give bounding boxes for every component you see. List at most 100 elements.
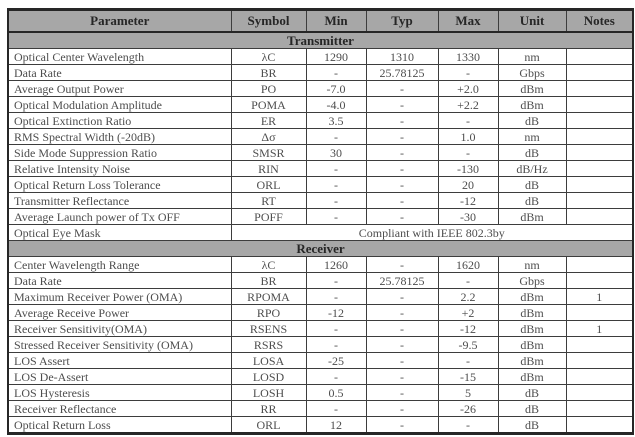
cell-symbol: RIN [230, 160, 307, 177]
table-row: LOS De-Assert LOSD - - -15 dBm [7, 368, 634, 385]
cell-typ: - [365, 96, 439, 113]
cell-typ: - [365, 304, 439, 321]
cell-symbol: SMSR [230, 144, 307, 161]
cell-symbol: BR [230, 272, 307, 289]
table-row: Center Wavelength Range λC 1260-1620 nm [7, 256, 634, 273]
cell-max: - [437, 144, 499, 161]
cell-symbol: RPOMA [230, 288, 307, 305]
cell-max: +2 [437, 304, 499, 321]
cell-symbol: Δσ [230, 128, 307, 145]
cell-unit: dBm [497, 208, 567, 225]
cell-parameter: LOS Assert [7, 352, 232, 369]
cell-min: - [305, 320, 367, 337]
cell-max: 1330 [437, 48, 499, 65]
cell-max: -9.5 [437, 336, 499, 353]
cell-notes [565, 416, 634, 434]
cell-unit: Gbps [497, 272, 567, 289]
cell-min: - [305, 160, 367, 177]
cell-notes [565, 352, 634, 369]
cell-unit: dB [497, 416, 567, 434]
cell-min: 12 [305, 416, 367, 434]
cell-typ: - [365, 288, 439, 305]
cell-notes [565, 144, 634, 161]
table-row: Optical Modulation Amplitude POMA -4.0- +2.… [7, 96, 634, 113]
cell-symbol: RR [230, 400, 307, 417]
cell-unit: dB [497, 192, 567, 209]
cell-notes [565, 272, 634, 289]
cell-symbol: ORL [230, 416, 307, 434]
cell-min: - [305, 288, 367, 305]
table-row: LOS Assert LOSA -25- - dBm [7, 352, 634, 369]
cell-notes [565, 256, 634, 273]
cell-max: 1620 [437, 256, 499, 273]
cell-symbol: RPO [230, 304, 307, 321]
cell-typ: - [365, 128, 439, 145]
spec-table: Parameter Symbol Min Typ Max Unit Notes Transm… [7, 8, 634, 435]
cell-typ: - [365, 352, 439, 369]
cell-max: 5 [437, 384, 499, 401]
cell-unit: dBm [497, 320, 567, 337]
cell-typ: - [365, 400, 439, 417]
cell-typ: - [365, 160, 439, 177]
cell-max: -26 [437, 400, 499, 417]
cell-max: 1.0 [437, 128, 499, 145]
cell-parameter: Average Output Power [7, 80, 232, 97]
cell-symbol: POFF [230, 208, 307, 225]
cell-parameter: Optical Return Loss [7, 416, 232, 434]
table-row: Receiver Sensitivity(OMA) RSENS - - -12 dBm 1 [7, 320, 634, 337]
cell-parameter: Receiver Sensitivity(OMA) [7, 320, 232, 337]
cell-max: -30 [437, 208, 499, 225]
cell-notes [565, 160, 634, 177]
table-row: LOS Hysteresis LOSH 0.5-5 dB [7, 384, 634, 401]
cell-notes [565, 304, 634, 321]
cell-min: 30 [305, 144, 367, 161]
cell-parameter: Data Rate [7, 64, 232, 81]
cell-typ: - [365, 112, 439, 129]
cell-max: 2.2 [437, 288, 499, 305]
cell-parameter: Optical Extinction Ratio [7, 112, 232, 129]
column-header-max: Max [437, 9, 499, 33]
table-row: Data Rate BR -25.78125- Gbps [7, 64, 634, 81]
cell-symbol: ORL [230, 176, 307, 193]
cell-unit: dB [497, 384, 567, 401]
cell-parameter: Optical Eye Mask [7, 224, 232, 241]
section-title: Receiver [7, 240, 634, 257]
cell-notes [565, 128, 634, 145]
cell-merged-value: Compliant with IEEE 802.3by [230, 224, 634, 241]
table-row: Optical Return Loss ORL 12- - dB [7, 416, 634, 434]
table-row: Side Mode Suppression Ratio SMSR 30- - dB [7, 144, 634, 161]
cell-parameter: Optical Modulation Amplitude [7, 96, 232, 113]
cell-symbol: λC [230, 256, 307, 273]
cell-min: 1260 [305, 256, 367, 273]
column-header-notes: Notes [565, 9, 634, 33]
cell-symbol: RT [230, 192, 307, 209]
header-row: Parameter Symbol Min Typ Max Unit Notes [7, 9, 634, 33]
cell-min: - [305, 368, 367, 385]
cell-min: -4.0 [305, 96, 367, 113]
cell-typ: - [365, 176, 439, 193]
cell-parameter: LOS Hysteresis [7, 384, 232, 401]
cell-unit: dBm [497, 288, 567, 305]
section-title: Transmitter [7, 31, 634, 49]
cell-min: - [305, 192, 367, 209]
cell-typ: - [365, 208, 439, 225]
cell-typ: 25.78125 [365, 64, 439, 81]
cell-min: - [305, 400, 367, 417]
cell-parameter: Receiver Reflectance [7, 400, 232, 417]
section-row-transmitter: Transmitter [7, 31, 634, 49]
table-row: Average Launch power of Tx OFF POFF - - -30 d… [7, 208, 634, 225]
cell-min: 3.5 [305, 112, 367, 129]
cell-notes [565, 64, 634, 81]
cell-symbol: LOSH [230, 384, 307, 401]
cell-notes [565, 336, 634, 353]
cell-unit: dB [497, 400, 567, 417]
cell-unit: dB [497, 176, 567, 193]
cell-parameter: Maximum Receiver Power (OMA) [7, 288, 232, 305]
cell-parameter: Optical Center Wavelength [7, 48, 232, 65]
cell-min: - [305, 64, 367, 81]
cell-typ: - [365, 384, 439, 401]
cell-symbol: LOSD [230, 368, 307, 385]
table-row: Transmitter Reflectance RT - - -12 dB [7, 192, 634, 209]
cell-min: -25 [305, 352, 367, 369]
cell-notes [565, 48, 634, 65]
